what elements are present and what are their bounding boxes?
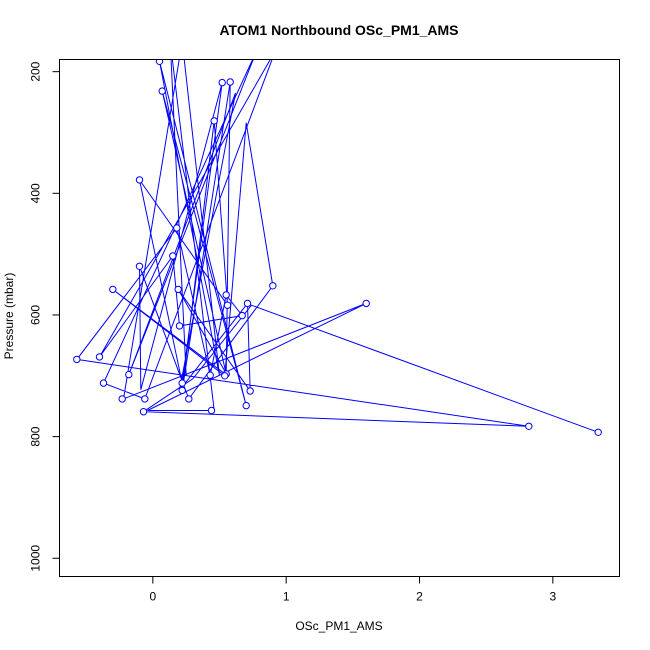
data-point	[238, 311, 246, 320]
series-line	[75, 59, 599, 433]
data-point	[141, 395, 149, 403]
x-tick-label: 0	[149, 590, 156, 604]
data-point	[207, 406, 216, 415]
data-point	[269, 282, 277, 290]
x-tick-label: 3	[549, 590, 556, 604]
data-point	[99, 379, 108, 387]
data-point	[158, 87, 166, 95]
data-point	[174, 285, 182, 294]
data-point	[135, 176, 144, 184]
data-point	[206, 371, 214, 379]
data-point	[109, 285, 117, 294]
data-point	[242, 401, 250, 410]
data-point	[243, 299, 252, 308]
data-point	[155, 59, 164, 65]
y-tick-label: 200	[29, 61, 43, 81]
data-point	[210, 117, 218, 125]
data-point	[118, 395, 126, 403]
x-tick-label: 1	[283, 590, 290, 604]
plot-frame	[59, 59, 620, 577]
plot-area	[73, 59, 602, 436]
data-point	[95, 353, 104, 361]
data-point	[173, 224, 181, 232]
data-point	[139, 408, 148, 416]
y-tick-label: 800	[29, 426, 43, 446]
data-point	[222, 291, 230, 299]
data-point	[175, 322, 184, 330]
data-point	[223, 301, 232, 309]
data-point	[218, 78, 226, 87]
data-point	[125, 370, 133, 379]
data-point	[169, 252, 177, 260]
y-axis-label: Pressure (mbar)	[2, 273, 16, 360]
y-tick-label: 400	[29, 183, 43, 203]
data-point	[221, 372, 229, 380]
chart-title: ATOM1 Northbound OSc_PM1_AMS	[219, 22, 458, 38]
y-tick-label: 600	[29, 305, 43, 325]
x-tick-label: 2	[416, 590, 423, 604]
data-point	[185, 395, 193, 403]
y-tick-label: 1000	[29, 545, 43, 572]
data-point	[226, 78, 234, 86]
data-point	[178, 379, 186, 387]
data-point	[525, 422, 533, 430]
data-point	[178, 386, 186, 395]
data-point	[362, 299, 370, 308]
data-point	[594, 428, 602, 436]
data-point	[135, 262, 144, 270]
data-point	[246, 387, 254, 395]
x-axis-label: OSc_PM1_AMS	[295, 619, 382, 633]
data-point	[73, 355, 81, 364]
